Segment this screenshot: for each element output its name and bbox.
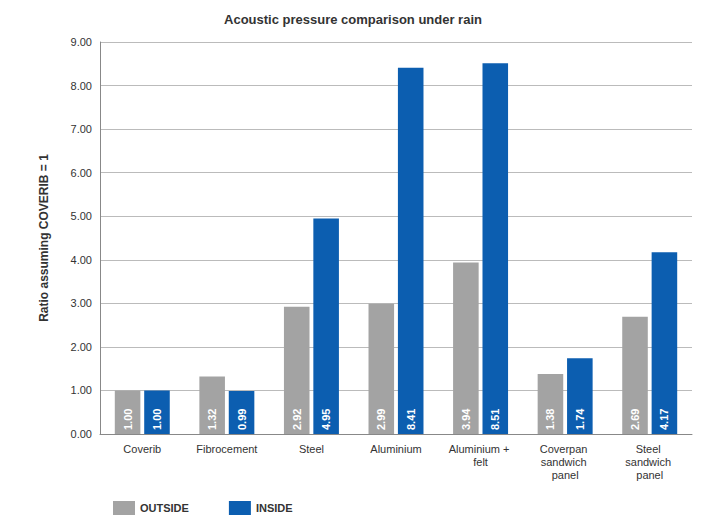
svg-text:sandwich: sandwich [541, 456, 590, 468]
svg-text:Steel: Steel [636, 443, 664, 455]
svg-text:7.00: 7.00 [71, 123, 92, 135]
svg-text:9.00: 9.00 [71, 36, 92, 48]
svg-text:OUTSIDE: OUTSIDE [140, 502, 189, 514]
svg-text:2.92: 2.92 [291, 409, 303, 430]
svg-text:1.74: 1.74 [574, 408, 586, 430]
svg-text:felt: felt [473, 456, 488, 468]
svg-text:1.32: 1.32 [206, 409, 218, 430]
svg-text:5.00: 5.00 [71, 210, 92, 222]
svg-text:1.00: 1.00 [122, 409, 134, 430]
svg-text:Acoustic pressure comparison u: Acoustic pressure comparison under rain [224, 12, 482, 27]
svg-text:Fibrocement: Fibrocement [196, 443, 257, 455]
svg-text:Aluminium +: Aluminium + [449, 443, 513, 455]
svg-text:panel: panel [636, 469, 663, 481]
svg-text:4.95: 4.95 [320, 409, 332, 430]
svg-text:4.17: 4.17 [658, 409, 670, 430]
svg-text:panel: panel [552, 469, 579, 481]
svg-text:8.41: 8.41 [405, 409, 417, 430]
svg-text:8.51: 8.51 [489, 409, 501, 430]
svg-text:Steel: Steel [299, 443, 324, 455]
svg-text:1.00: 1.00 [71, 384, 92, 396]
svg-text:2.00: 2.00 [71, 341, 92, 353]
svg-text:3.00: 3.00 [71, 297, 92, 309]
svg-text:3.94: 3.94 [460, 408, 472, 430]
svg-text:sandwich: sandwich [625, 456, 674, 468]
svg-text:0.00: 0.00 [71, 428, 92, 440]
svg-text:INSIDE: INSIDE [256, 502, 293, 514]
svg-text:2.99: 2.99 [375, 409, 387, 430]
svg-text:Coverib: Coverib [123, 443, 161, 455]
svg-text:0.99: 0.99 [236, 409, 248, 430]
svg-text:4.00: 4.00 [71, 254, 92, 266]
svg-text:Ratio assuming COVERIB = 1: Ratio assuming COVERIB = 1 [37, 154, 51, 322]
svg-text:1.38: 1.38 [544, 409, 556, 430]
svg-text:1.00: 1.00 [151, 409, 163, 430]
svg-text:Coverpan: Coverpan [540, 443, 591, 455]
svg-text:6.00: 6.00 [71, 167, 92, 179]
svg-text:2.69: 2.69 [629, 409, 641, 430]
svg-text:Aluminium: Aluminium [370, 443, 421, 455]
svg-text:8.00: 8.00 [71, 80, 92, 92]
